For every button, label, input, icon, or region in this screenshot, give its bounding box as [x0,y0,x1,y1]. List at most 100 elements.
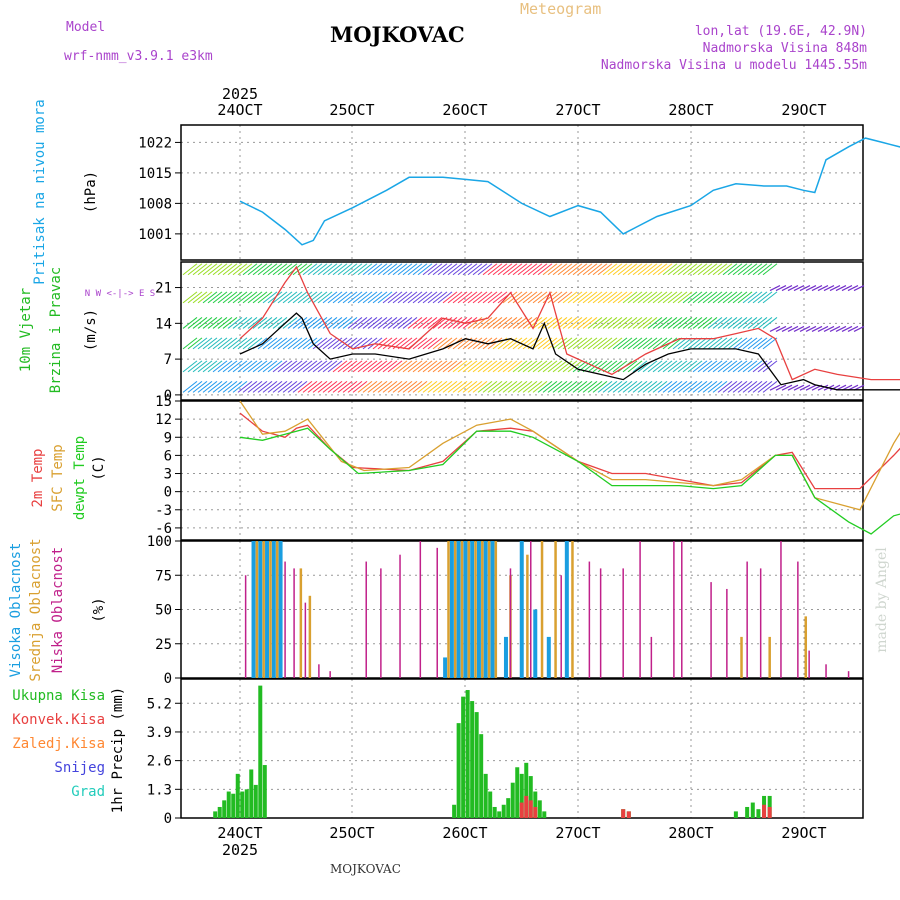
temp-title-sfc: SFC Temp [50,444,66,511]
wind-arrow [572,291,588,304]
wind-arrow [687,317,703,329]
wind-arrow [692,317,708,329]
wind-arrow [357,291,373,304]
wind-arrow [412,291,428,304]
wind-arrow [212,380,228,393]
panel-frame [180,261,864,401]
y-tick-label: 1.3 [147,782,172,798]
wind-arrow [227,360,243,373]
wind-arrow [742,360,758,373]
wind-arrow [727,291,743,304]
wind-arrow-east [781,384,793,391]
wind-arrow-east [799,325,811,332]
cloud-bar [808,650,810,678]
wind-arrow [302,360,318,373]
wind-arrow [657,291,673,304]
wind-arrow [662,263,678,276]
wind-arrow [477,291,493,304]
wind-arrow [417,360,433,373]
wind-arrow [732,263,748,276]
wind-arrow [632,380,648,393]
wind-arrow [622,317,638,329]
wind-arrow [242,317,258,329]
wind-arrow [672,291,688,304]
wind-arrow [612,360,628,373]
cloud-bar [768,636,771,678]
wind-arrow [607,360,623,373]
wind-arrow [652,291,668,304]
wind-arrow [707,263,723,276]
wind-arrow [287,317,303,329]
wind-arrow [367,380,383,393]
wind-arrow [272,337,288,350]
y-tick-label: 7 [164,352,172,368]
wind-arrow-east [817,384,829,391]
wind-arrow [647,337,663,350]
wind-arrow [312,291,328,304]
wind-arrow [257,317,273,329]
precip-bar [519,773,524,818]
wind-arrow [612,337,628,350]
wind-arrow [192,337,208,350]
wind-arrow [737,360,753,373]
cloud-bar [265,541,270,678]
wind-arrow [462,317,478,329]
wind-arrow [257,291,273,304]
wind-arrow [612,317,628,329]
wind-arrow [642,317,658,329]
wind-arrow [392,291,408,304]
wind-arrow [642,360,658,373]
wind-arrow [472,380,488,393]
wind-arrow [607,380,623,393]
wind-arrow [422,263,438,276]
wind-arrow [202,263,218,276]
wind-arrow [632,337,648,350]
wind-arrow-east [835,325,847,332]
x-tick-label-top: 29OCT [781,101,826,119]
wind-arrow [307,317,323,329]
wind-arrow [437,337,453,350]
wind-arrow [217,291,233,304]
wind-arrow [752,291,768,304]
wind-arrow [537,263,553,276]
wind-arrow [282,337,298,350]
temp-line-1 [239,412,900,490]
precip-legend-item: Snijeg [54,760,105,776]
wind-arrow [657,317,673,329]
precip-bar [217,806,222,818]
wind-arrow [712,317,728,329]
wind-arrow [462,337,478,350]
cloud-bar [650,636,653,678]
wind-arrow [237,337,253,350]
wind-arrow [757,291,773,304]
cloud-bar [447,541,450,678]
wind-arrow [477,263,493,276]
wind-arrow [642,337,658,350]
wind-arrow [717,360,733,373]
wind-arrow [402,291,418,304]
wind-arrow [232,337,248,350]
wind-arrow [297,317,313,329]
wind-arrow [427,360,443,373]
y-tick-label: 0 [164,811,172,827]
wind-arrow [232,317,248,329]
wind-arrow-east [799,285,811,292]
wind-arrow [597,380,613,393]
wind-arrow [512,360,528,373]
wind-arrow [222,337,238,350]
wind-compass: N W <-|-> E S [85,289,155,299]
wind-arrow [262,317,278,329]
cloud-bar [308,595,312,678]
precip-bar [501,804,506,818]
cloud-bar [526,554,529,678]
cloud-bar [278,541,283,678]
wind-arrow [252,380,268,393]
wind-arrow [652,360,668,373]
wind-arrow-east [775,285,787,292]
wind-arrow [437,291,453,304]
wind-arrow [602,360,618,373]
wind-arrow [497,317,513,329]
wind-arrow [747,291,763,304]
altitude-label: Nadmorska Visina 848m [702,41,867,56]
wind-arrow [252,291,268,304]
